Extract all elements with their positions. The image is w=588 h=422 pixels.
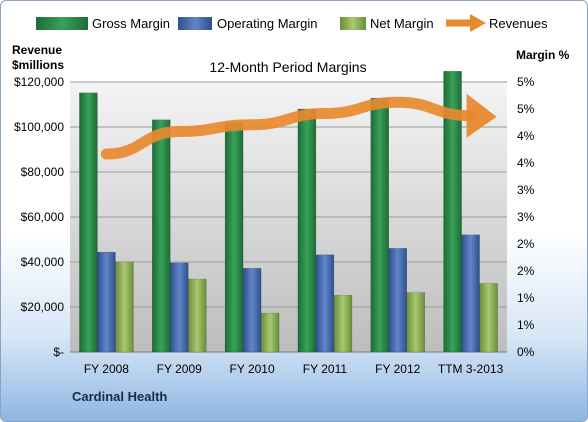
legend: Gross Margin Operating Margin Net Margin… — [36, 14, 548, 32]
operating-margin-bar — [97, 251, 116, 353]
left-axis-title-line2: $millions — [12, 58, 64, 72]
legend-swatch-gross-margin — [36, 17, 88, 30]
company-name: Cardinal Health — [72, 389, 167, 404]
left-axis-ticks: $- $20,000 $40,000 $60,000 $80,000 $100,000 $1… — [14, 75, 64, 359]
right-tick-label: 3% — [517, 183, 535, 197]
x-tick-label: FY 2012 — [375, 362, 420, 376]
x-tick-label: FY 2009 — [157, 362, 202, 376]
left-tick-label: $60,000 — [21, 210, 65, 224]
legend-swatch-operating-margin — [178, 17, 212, 30]
legend-revenues-arrowhead — [470, 14, 486, 32]
right-tick-label: 4% — [517, 129, 535, 143]
left-tick-label: $80,000 — [21, 165, 65, 179]
legend-operating-margin: Operating Margin — [217, 16, 317, 31]
right-tick-label: 2% — [517, 237, 535, 251]
chart-title: 12-Month Period Margins — [209, 59, 366, 75]
legend-gross-margin: Gross Margin — [92, 16, 170, 31]
revenue-arrowhead — [466, 93, 497, 138]
operating-margin-bar — [315, 254, 335, 353]
x-tick-label: FY 2008 — [84, 362, 129, 376]
legend-swatch-net-margin — [340, 17, 366, 30]
left-tick-label: $100,000 — [14, 120, 64, 134]
gross-margin-bar — [152, 119, 171, 353]
gross-margin-bar — [297, 108, 317, 353]
left-tick-label: $120,000 — [14, 75, 64, 89]
gross-margin-bar — [370, 97, 389, 353]
left-tick-label: $40,000 — [21, 255, 65, 269]
left-tick-label: $- — [53, 345, 64, 359]
legend-revenues: Revenues — [489, 16, 548, 31]
gross-margin-bar — [79, 92, 98, 353]
right-tick-label: 1% — [517, 318, 535, 332]
operating-margin-bar — [242, 268, 262, 353]
net-margin-bar — [260, 312, 280, 353]
revenue-line — [100, 96, 477, 160]
net-margin-bar — [188, 278, 207, 353]
left-tick-label: $20,000 — [21, 300, 65, 314]
right-axis-title: Margin % — [516, 48, 570, 62]
right-tick-label: 5% — [517, 75, 535, 89]
right-tick-label: 1% — [517, 291, 535, 305]
net-margin-bar — [115, 261, 134, 353]
operating-margin-bar — [461, 234, 480, 353]
right-tick-label: 5% — [517, 102, 535, 116]
left-axis-title-line1: Revenue — [12, 43, 62, 57]
net-margin-bar — [479, 283, 498, 353]
right-tick-label: 0% — [517, 345, 535, 359]
right-tick-label: 4% — [517, 156, 535, 170]
right-tick-label: 3% — [517, 210, 535, 224]
gross-margin-bar — [443, 70, 462, 353]
gridlines — [70, 81, 507, 353]
bar-series — [79, 70, 498, 353]
gross-margin-bar — [224, 122, 244, 353]
legend-net-margin: Net Margin — [370, 16, 434, 31]
x-axis-ticks: FY 2008 FY 2009 FY 2010 FY 2011 FY 2012 TTM 3… — [84, 362, 504, 376]
operating-margin-bar — [170, 262, 189, 353]
right-axis-ticks: 0% 1% 1% 2% 2% 3% 3% 4% 4% 5% 5% — [517, 75, 535, 359]
net-margin-bar — [406, 292, 425, 353]
net-margin-bar — [333, 295, 353, 353]
x-tick-label: FY 2011 — [303, 362, 348, 376]
x-tick-label: TTM 3-2013 — [438, 362, 504, 376]
revenue-series — [100, 93, 497, 160]
right-tick-label: 2% — [517, 264, 535, 278]
operating-margin-bar — [388, 248, 407, 353]
x-tick-label: FY 2010 — [230, 362, 275, 376]
